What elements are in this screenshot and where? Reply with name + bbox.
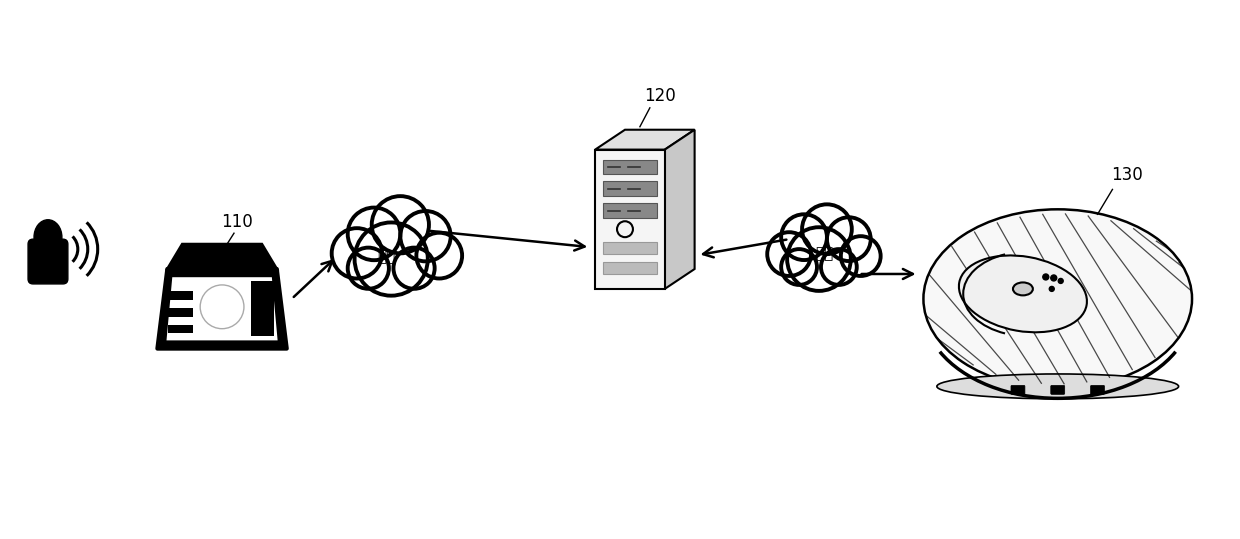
Polygon shape [595, 130, 694, 150]
FancyBboxPatch shape [603, 203, 657, 218]
Ellipse shape [959, 255, 1087, 332]
Circle shape [393, 247, 435, 289]
Text: 网络: 网络 [815, 246, 833, 261]
Ellipse shape [1013, 282, 1033, 295]
Circle shape [827, 217, 870, 261]
Ellipse shape [937, 374, 1178, 399]
Circle shape [768, 232, 811, 276]
Circle shape [331, 228, 382, 279]
Circle shape [1043, 274, 1049, 280]
Circle shape [355, 223, 428, 296]
FancyBboxPatch shape [250, 281, 274, 336]
Circle shape [401, 211, 450, 261]
Bar [317, 265, 465, 299]
FancyBboxPatch shape [169, 291, 193, 300]
Text: 120: 120 [644, 87, 676, 105]
Ellipse shape [924, 209, 1192, 389]
FancyBboxPatch shape [169, 324, 193, 334]
Circle shape [781, 249, 817, 285]
FancyBboxPatch shape [169, 308, 193, 316]
Polygon shape [157, 269, 286, 349]
Circle shape [372, 196, 429, 253]
Polygon shape [167, 244, 277, 269]
Circle shape [821, 249, 857, 285]
Circle shape [417, 233, 463, 279]
Circle shape [1050, 275, 1056, 281]
Text: 130: 130 [1111, 167, 1143, 184]
FancyBboxPatch shape [216, 294, 228, 312]
FancyBboxPatch shape [603, 160, 657, 175]
Circle shape [347, 247, 389, 289]
Ellipse shape [774, 229, 864, 279]
FancyBboxPatch shape [1011, 385, 1025, 395]
Polygon shape [665, 130, 694, 289]
Circle shape [802, 204, 852, 254]
FancyBboxPatch shape [1090, 385, 1105, 395]
FancyBboxPatch shape [1050, 385, 1065, 395]
Circle shape [1058, 279, 1063, 284]
Circle shape [841, 236, 880, 276]
Ellipse shape [33, 220, 62, 254]
Circle shape [787, 227, 851, 291]
Text: 网络: 网络 [377, 250, 396, 265]
Circle shape [781, 215, 827, 260]
Bar [754, 264, 884, 294]
FancyBboxPatch shape [29, 239, 68, 284]
Text: 110: 110 [221, 213, 253, 231]
Circle shape [347, 208, 401, 260]
FancyBboxPatch shape [603, 182, 657, 196]
Polygon shape [165, 276, 279, 341]
FancyBboxPatch shape [603, 242, 657, 254]
Circle shape [1049, 286, 1054, 292]
FancyBboxPatch shape [603, 262, 657, 274]
FancyBboxPatch shape [595, 150, 665, 289]
Ellipse shape [340, 225, 443, 282]
